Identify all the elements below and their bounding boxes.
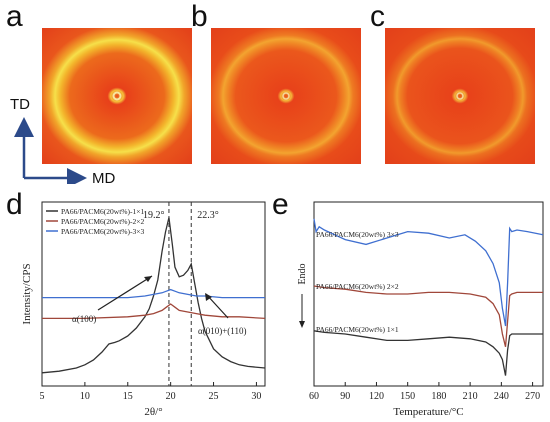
x-tick-label: 270: [525, 391, 540, 402]
annotation-arrowhead: [144, 276, 152, 282]
series-line-1: [313, 218, 544, 327]
x-tick-label: 120: [369, 391, 384, 402]
xrd-chart: 5 10 15 20 25 30 19.2° 22.3° PA66/PACM6(20wt%)-1…: [21, 201, 266, 418]
x-tick-label: 210: [463, 391, 478, 402]
endo-arrowhead: [299, 321, 305, 328]
x-tick-label: 5: [40, 391, 45, 402]
md-label: MD: [92, 170, 116, 187]
legend-entry: PA66/PACM6(20wt%)-1×1: [61, 207, 145, 216]
x-axis-label: Temperature/°C: [393, 406, 463, 418]
annotation-arrow: [97, 275, 153, 311]
x-tick-label: 30: [251, 391, 261, 402]
panel-label-c: c: [370, 0, 385, 33]
series-line-2: [42, 303, 266, 320]
x-tick-label: 15: [123, 391, 133, 402]
series-label: PA66/PACM6(20wt%) 2×2: [316, 282, 399, 291]
legend-entry: PA66/PACM6(20wt%)-2×2: [61, 217, 145, 226]
y-axis-label: Endo: [297, 263, 308, 284]
legend-entry: PA66/PACM6(20wt%)-3×3: [61, 227, 145, 236]
x-tick-label: 25: [209, 391, 219, 402]
td-label: TD: [10, 96, 30, 113]
plot-frame: [41, 201, 266, 387]
series-line-1: [41, 217, 266, 374]
orientation-arrows: [13, 117, 87, 184]
panel-label-e: e: [272, 188, 289, 221]
series-label: PA66/PACM6(20wt%) 3×3: [316, 230, 399, 239]
x-tick-label: 180: [431, 391, 446, 402]
x-axis-label: 2θ/°: [144, 406, 162, 418]
x-tick-label: 90: [340, 391, 350, 402]
panel-label-a: a: [6, 0, 23, 33]
x-tick-label: 150: [400, 391, 415, 402]
x-tick-label: 60: [309, 391, 319, 402]
panel-label-d: d: [6, 188, 23, 221]
dsc-chart: 60 90 120 150 180 210 240 270 PA66/PACM6(20wt%) …: [297, 201, 544, 418]
diffraction-pattern-b: [211, 28, 361, 164]
reference-label: 22.3°: [197, 210, 219, 221]
y-axis-label: Intensity/CPS: [21, 263, 33, 324]
panel-label-b: b: [191, 0, 208, 33]
x-tick-label: 240: [494, 391, 509, 402]
plot-frame: [313, 201, 544, 387]
reference-label: 19.2°: [143, 210, 165, 221]
diffraction-pattern-c: [385, 28, 535, 164]
series-label: PA66/PACM6(20wt%) 1×1: [316, 325, 399, 334]
diffraction-pattern-a: [42, 28, 192, 164]
series-line-3: [42, 288, 265, 299]
annotation-arrowhead: [205, 293, 212, 301]
x-tick-label: 20: [166, 391, 176, 402]
series-line-3: [313, 330, 543, 376]
series-line-2: [313, 285, 543, 347]
annotation-alpha010-110: α(010)+(110): [198, 326, 246, 336]
x-tick-label: 10: [80, 391, 90, 402]
annotation-alpha100: α(100): [72, 314, 96, 324]
